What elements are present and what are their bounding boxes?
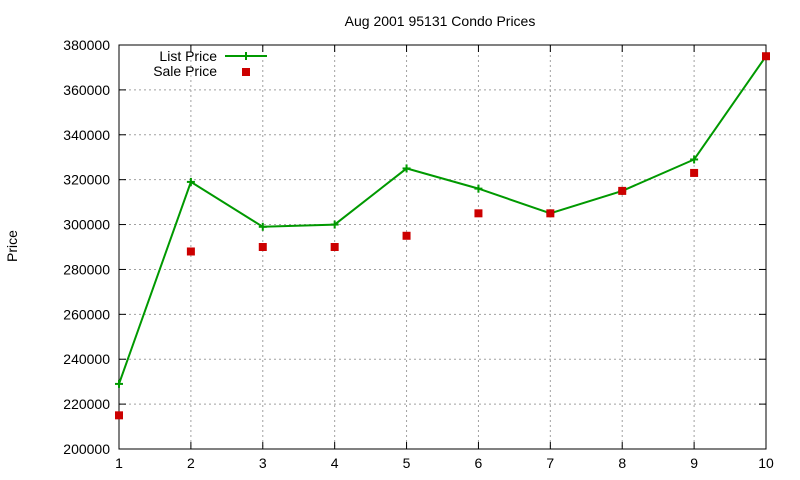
y-tick-label: 360000 — [63, 82, 110, 98]
y-tick-label: 220000 — [63, 396, 110, 412]
legend-label-list-price: List Price — [159, 48, 217, 64]
legend-marker-list-price — [242, 52, 250, 60]
point-sale-price — [690, 168, 699, 177]
point-list-price — [186, 177, 195, 186]
y-tick-label: 340000 — [63, 127, 110, 143]
x-tick-label: 3 — [259, 455, 267, 471]
y-tick-label: 260000 — [63, 306, 110, 322]
y-axis-label: Price — [4, 230, 20, 262]
x-tick-label: 7 — [546, 455, 554, 471]
x-tick-label: 4 — [331, 455, 339, 471]
x-tick-label: 10 — [758, 455, 774, 471]
x-tick-label: 9 — [690, 455, 698, 471]
point-sale-price — [618, 186, 627, 195]
point-sale-price — [258, 243, 267, 251]
y-tick-label: 380000 — [63, 37, 110, 53]
point-list-price — [330, 220, 339, 229]
point-sale-price — [115, 411, 123, 420]
y-tick-label: 240000 — [63, 351, 110, 367]
series — [115, 52, 770, 420]
y-tick-label: 280000 — [63, 261, 110, 277]
x-tick-label: 8 — [618, 455, 626, 471]
legend-label-sale-price: Sale Price — [153, 63, 217, 79]
legend-marker-sale-price — [242, 68, 250, 76]
chart-title: Aug 2001 95131 Condo Prices — [345, 13, 536, 29]
point-list-price — [402, 164, 411, 173]
series-line-list-price — [118, 55, 767, 385]
x-tick-label: 6 — [475, 455, 483, 471]
grid — [119, 45, 766, 449]
y-tick-label: 320000 — [63, 172, 110, 188]
point-list-price — [115, 379, 123, 388]
point-list-price — [258, 222, 267, 231]
point-sale-price — [546, 209, 555, 218]
point-list-price — [690, 155, 699, 164]
legend: List Price Sale Price — [153, 48, 267, 79]
point-sale-price — [402, 231, 411, 240]
point-sale-price — [474, 209, 483, 218]
point-sale-price — [762, 52, 770, 61]
x-tick-label: 1 — [115, 455, 123, 471]
axis-ticks: 200000 220000 240000 260000 280000 300000 3200… — [63, 37, 774, 471]
point-sale-price — [330, 243, 339, 251]
point-sale-price — [186, 247, 195, 256]
y-tick-label: 300000 — [63, 217, 110, 233]
y-tick-label: 200000 — [63, 441, 110, 457]
x-tick-label: 2 — [187, 455, 195, 471]
x-tick-label: 5 — [403, 455, 411, 471]
plot-frame — [118, 44, 767, 450]
point-list-price — [474, 184, 483, 193]
